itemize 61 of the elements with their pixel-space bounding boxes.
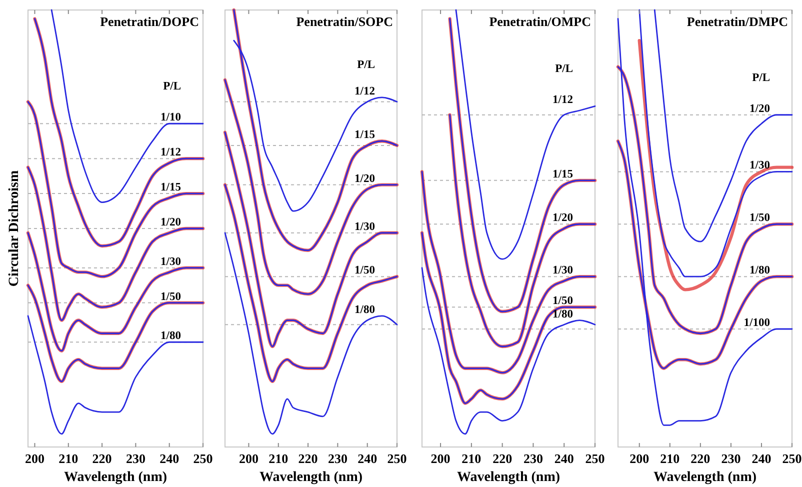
x-tick-label: 250 — [782, 451, 802, 466]
series-label: 1/50 — [354, 264, 376, 277]
x-tick-label: 240 — [554, 451, 574, 466]
series-label: 1/20 — [552, 212, 574, 224]
x-tick-label: 200 — [430, 451, 450, 466]
x-tick-label: 250 — [585, 451, 605, 466]
series-label: 1/50 — [750, 212, 770, 224]
chart-title: Penetratin/DOPC — [100, 14, 199, 29]
series-label: 1/20 — [750, 102, 770, 115]
x-tick-label: 220 — [298, 451, 318, 466]
series-label: 1/20 — [354, 172, 376, 185]
series-label: 1/50 — [160, 290, 182, 303]
x-tick-label: 220 — [690, 451, 710, 466]
series-label: 1/80 — [552, 308, 574, 320]
series-label: 1/10 — [160, 112, 182, 124]
legend-title: P/L — [357, 58, 376, 71]
x-axis-title: Wavelength (nm) — [259, 470, 363, 485]
legend-title: P/L — [163, 80, 182, 93]
series-label: 1/12 — [552, 94, 574, 106]
y-axis-title: Circular Dichroism — [7, 170, 22, 287]
series-label: 1/30 — [354, 220, 376, 233]
series-label: 1/30 — [750, 160, 770, 172]
series-label: 1/12 — [160, 146, 182, 159]
series-label: 1/50 — [552, 295, 574, 308]
x-axis-title: Wavelength (nm) — [456, 470, 560, 485]
series-label: 1/20 — [160, 216, 182, 228]
x-tick-label: 240 — [752, 451, 772, 466]
x-axis-title: Wavelength (nm) — [64, 470, 168, 485]
series-label: 1/80 — [354, 304, 376, 316]
x-tick-label: 250 — [387, 451, 407, 466]
series-label: 1/12 — [354, 85, 376, 98]
series-label: 1/80 — [160, 330, 182, 342]
x-tick-label: 230 — [523, 451, 543, 466]
series-label: 1/15 — [160, 182, 182, 194]
series-label: 1/100 — [744, 317, 770, 330]
x-tick-label: 220 — [92, 451, 112, 466]
series-label: 1/30 — [160, 256, 182, 268]
x-tick-label: 220 — [492, 451, 512, 466]
x-tick-label: 200 — [24, 451, 44, 466]
x-tick-label: 230 — [126, 451, 146, 466]
series-label: 1/15 — [354, 129, 376, 142]
x-tick-label: 210 — [660, 451, 680, 466]
legend-title: P/L — [555, 63, 574, 76]
chart-title: Penetratin/SOPC — [296, 14, 393, 29]
x-tick-label: 200 — [630, 451, 650, 466]
x-tick-label: 210 — [58, 451, 78, 466]
chart-title: Penetratin/OMPC — [489, 14, 591, 29]
series-label: 1/30 — [552, 264, 574, 277]
x-tick-label: 230 — [721, 451, 741, 466]
legend-title: P/L — [752, 72, 770, 84]
series-label: 1/15 — [552, 168, 574, 180]
x-axis-title: Wavelength (nm) — [653, 470, 757, 485]
series-label: 1/80 — [750, 264, 770, 277]
x-tick-label: 240 — [358, 451, 378, 466]
x-tick-label: 210 — [462, 451, 482, 466]
x-tick-label: 200 — [238, 451, 258, 466]
chart-title: Penetratin/DMPC — [686, 14, 788, 29]
x-tick-label: 210 — [268, 451, 288, 466]
x-tick-label: 250 — [193, 451, 213, 466]
x-tick-label: 230 — [328, 451, 348, 466]
x-tick-label: 240 — [160, 451, 180, 466]
